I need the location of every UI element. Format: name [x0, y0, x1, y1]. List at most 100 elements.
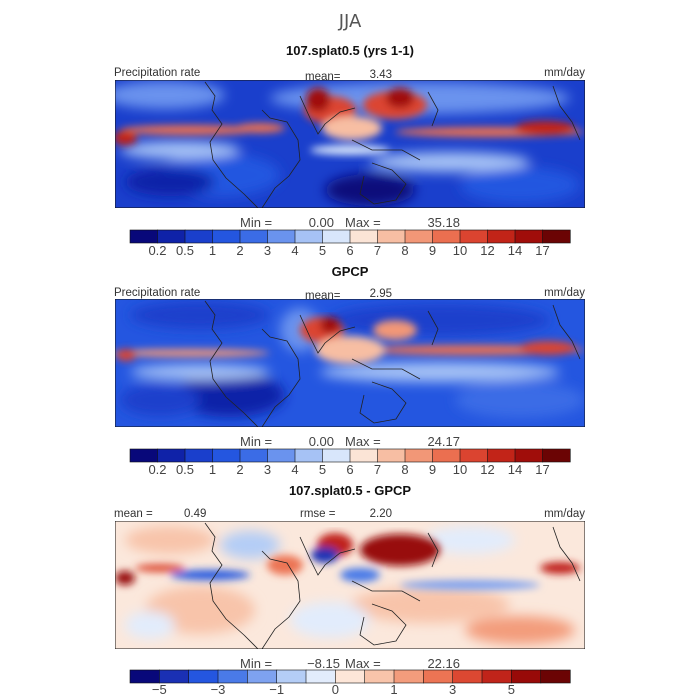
- colorbar-tick-label: 14: [508, 462, 522, 477]
- panel-difference: 107.splat0.5 - GPCP mean = 0.49 rmse = 2…: [114, 483, 585, 697]
- colorbar-swatch: [459, 229, 489, 244]
- colorbar-tick-label: 3: [449, 682, 456, 697]
- colorbar-tick-label: 2: [236, 462, 243, 477]
- colorbar-tick-label: 9: [429, 462, 436, 477]
- colorbar-swatch: [452, 669, 483, 684]
- colorbar-swatch: [239, 448, 269, 463]
- colorbar-swatch: [184, 448, 214, 463]
- colorbar-tick-label: 17: [535, 243, 549, 258]
- colorbar-tick-label: 0.5: [176, 462, 194, 477]
- units-label: mm/day: [544, 508, 585, 520]
- colorbar-tick-label: 12: [480, 243, 494, 258]
- colorbar-swatch: [349, 448, 379, 463]
- colorbar-swatch: [377, 229, 406, 244]
- colorbar-swatch: [129, 448, 159, 463]
- colorbar-swatch: [540, 669, 571, 684]
- colorbar-tick-label: 5: [508, 682, 515, 697]
- colorbar-swatch: [212, 448, 241, 463]
- colorbar-tick-label: 8: [401, 243, 408, 258]
- colorbar-swatch: [335, 669, 366, 684]
- colorbar-swatch: [267, 448, 296, 463]
- min-value: 0.00: [309, 215, 334, 230]
- colorbar-swatch: [322, 229, 351, 244]
- colorbar-swatch: [542, 229, 571, 244]
- colorbar-swatch: [349, 229, 379, 244]
- colorbar-tick-label: 3: [264, 243, 271, 258]
- panel-model: 107.splat0.5 (yrs 1-1) Precipitation rat…: [114, 43, 585, 258]
- mean-value: 0.49: [184, 508, 206, 520]
- colorbar-swatch: [432, 229, 461, 244]
- colorbar-swatch: [157, 229, 186, 244]
- panel-title: GPCP: [332, 264, 369, 279]
- colorbar-tick-label: 6: [346, 243, 353, 258]
- colorbar-tick-label: 0.2: [148, 462, 166, 477]
- colorbar-swatch: [404, 448, 434, 463]
- panel-title: 107.splat0.5 - GPCP: [289, 483, 411, 498]
- panel-title: 107.splat0.5 (yrs 1-1): [286, 43, 414, 58]
- colorbar-tick-label: 12: [480, 462, 494, 477]
- page-title: JJA: [338, 11, 362, 32]
- colorbar-tick-label: 4: [291, 243, 298, 258]
- colorbar-tick-label: 2: [236, 243, 243, 258]
- colorbar-tick-label: 5: [319, 243, 326, 258]
- colorbar: −5 −3 −1 0 1 3 5: [129, 669, 571, 697]
- colorbar-tick-label: 10: [453, 462, 467, 477]
- max-label: Max =: [345, 434, 381, 449]
- precip-map: [115, 299, 585, 427]
- colorbar-swatch: [129, 229, 159, 244]
- colorbar-tick-label: 4: [291, 462, 298, 477]
- mean-value: 2.95: [370, 288, 392, 300]
- colorbar: 0.2 0.5 1 2 3 4 5 6 7 8 9 10 12 14 17: [129, 448, 571, 477]
- colorbar-swatch: [487, 448, 516, 463]
- units-label: mm/day: [544, 287, 585, 299]
- max-label: Max =: [345, 656, 381, 671]
- colorbar-tick-label: 7: [374, 462, 381, 477]
- colorbar-tick-label: 7: [374, 243, 381, 258]
- units-label: mm/day: [544, 67, 585, 79]
- colorbar-tick-label: 14: [508, 243, 522, 258]
- colorbar-tick-label: 0.5: [176, 243, 194, 258]
- rmse-label: rmse =: [300, 508, 336, 520]
- mean-value: 3.43: [370, 69, 392, 81]
- colorbar-tick-label: 1: [209, 462, 216, 477]
- colorbar-tick-label: 3: [264, 462, 271, 477]
- colorbar: 0.2 0.5 1 2 3 4 5 6 7 8 9 10 12 14 17: [129, 229, 571, 258]
- colorbar-tick-label: −1: [269, 682, 284, 697]
- min-label: Min =: [240, 656, 272, 671]
- colorbar-swatch: [514, 229, 544, 244]
- colorbar-swatch: [432, 448, 461, 463]
- colorbar-tick-label: 0: [332, 682, 339, 697]
- colorbar-tick-label: 8: [401, 462, 408, 477]
- min-label: Min =: [240, 434, 272, 449]
- colorbar-swatch: [459, 448, 489, 463]
- colorbar-tick-label: 0.2: [148, 243, 166, 258]
- precip-map: [115, 80, 585, 208]
- variable-label: Precipitation rate: [114, 287, 200, 299]
- colorbar-swatch: [184, 229, 214, 244]
- colorbar-tick-label: 10: [453, 243, 467, 258]
- mean-label: mean =: [114, 508, 153, 520]
- colorbar-swatch: [511, 669, 542, 684]
- colorbar-tick-label: 17: [535, 462, 549, 477]
- colorbar-tick-label: −3: [211, 682, 226, 697]
- panel-gpcp: GPCP Precipitation rate mean= 2.95 mm/da…: [114, 264, 585, 477]
- min-label: Min =: [240, 215, 272, 230]
- max-value: 35.18: [427, 215, 460, 230]
- colorbar-swatch: [157, 448, 186, 463]
- colorbar-swatch: [294, 229, 324, 244]
- max-label: Max =: [345, 215, 381, 230]
- rmse-value: 2.20: [370, 508, 392, 520]
- colorbar-tick-label: −5: [152, 682, 167, 697]
- colorbar-tick-label: 6: [346, 462, 353, 477]
- colorbar-swatch: [239, 229, 269, 244]
- colorbar-swatch: [294, 448, 324, 463]
- difference-map: [115, 521, 585, 649]
- colorbar-tick-label: 9: [429, 243, 436, 258]
- colorbar-swatch: [267, 229, 296, 244]
- colorbar-swatch: [542, 448, 571, 463]
- colorbar-swatch: [404, 229, 434, 244]
- colorbar-tick-label: 1: [209, 243, 216, 258]
- colorbar-swatch: [393, 669, 424, 684]
- min-value: 0.00: [309, 434, 334, 449]
